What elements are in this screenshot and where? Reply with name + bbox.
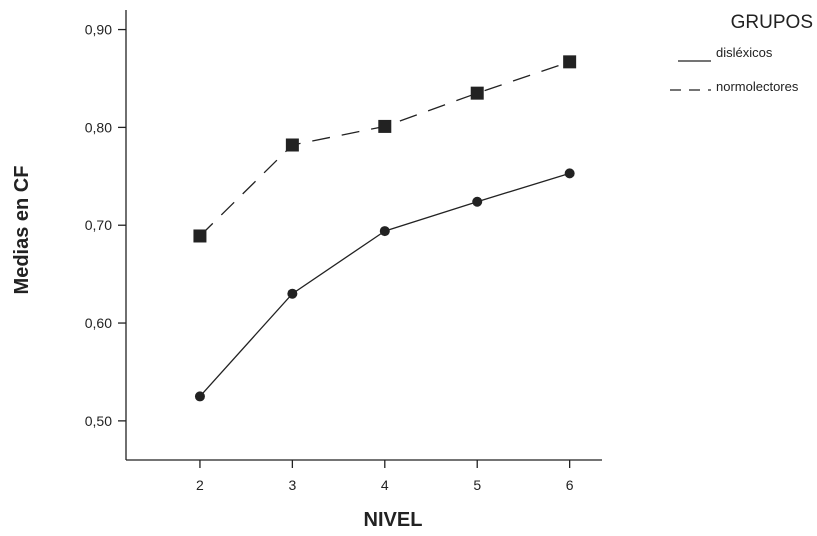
y-ticks: 0,90 0,80 0,70 0,60 0,50 xyxy=(85,22,126,429)
data-point-dislexicos xyxy=(472,196,483,207)
series-line-normolectores xyxy=(199,61,570,237)
x-axis-title: NIVEL xyxy=(364,509,423,531)
x-tick-label: 4 xyxy=(381,477,389,493)
legend-label-normolectores: normolectores xyxy=(716,79,799,94)
x-tick-label: 5 xyxy=(473,477,481,493)
x-tick-label: 3 xyxy=(288,477,296,493)
legend-title: GRUPOS xyxy=(731,12,813,33)
data-point-dislexicos xyxy=(194,391,205,402)
x-tick-label: 6 xyxy=(566,477,574,493)
x-tick-label: 2 xyxy=(196,477,204,493)
series-layer xyxy=(193,55,577,402)
data-point-dislexicos xyxy=(379,226,390,237)
legend: GRUPOS disléxicos normolectores xyxy=(670,12,813,94)
y-tick-label: 0,50 xyxy=(85,413,112,429)
x-ticks: 2 3 4 5 6 xyxy=(196,460,574,493)
y-tick-label: 0,70 xyxy=(85,217,112,233)
data-point-normolectores xyxy=(470,86,484,100)
legend-label-dislexicos: disléxicos xyxy=(716,45,773,60)
data-point-normolectores xyxy=(285,138,299,152)
data-point-dislexicos xyxy=(287,288,298,299)
series-line-dislexicos xyxy=(199,172,570,397)
y-axis-title: Medias en CF xyxy=(11,166,33,295)
y-tick-label: 0,80 xyxy=(85,119,112,135)
data-point-normolectores xyxy=(193,229,207,243)
data-point-normolectores xyxy=(378,119,392,133)
data-point-normolectores xyxy=(563,55,577,69)
data-point-dislexicos xyxy=(564,168,575,179)
axes xyxy=(125,10,602,461)
y-tick-label: 0,60 xyxy=(85,315,112,331)
y-tick-label: 0,90 xyxy=(85,22,112,38)
